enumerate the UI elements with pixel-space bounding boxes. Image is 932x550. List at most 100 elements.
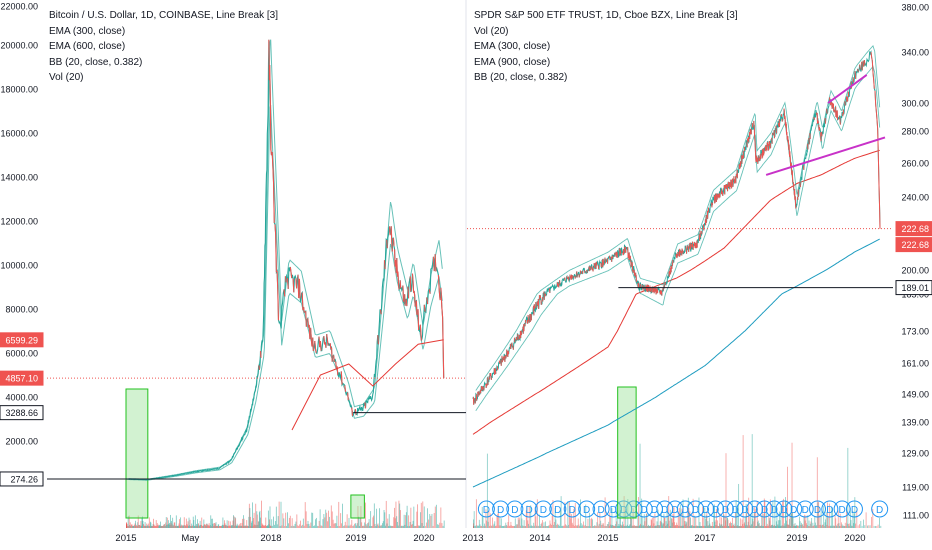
dividend-marker[interactable] [534, 500, 552, 518]
spy-volume-bar [841, 522, 842, 528]
dividend-marker[interactable] [871, 500, 889, 518]
dividend-marker[interactable] [746, 500, 764, 518]
dividend-marker[interactable] [549, 500, 567, 518]
spy-volume-bar [519, 525, 521, 528]
btc-volume-bar [301, 525, 302, 528]
spy-volume-bar [598, 523, 600, 528]
btc-price-line [125, 39, 445, 481]
spy-volume-bar [487, 521, 489, 528]
spy-volume-bar [763, 513, 765, 528]
spy-volume-bar [856, 509, 858, 528]
spy-volume-bar [643, 525, 645, 528]
btc-down-segment [297, 274, 300, 299]
btc-volume-bar [167, 520, 169, 528]
dividend-marker[interactable] [592, 500, 610, 518]
btc-volume-bar [424, 525, 426, 528]
dividend-marker[interactable] [625, 500, 643, 518]
dividend-marker[interactable] [645, 500, 663, 518]
spy-volume-bar [861, 525, 863, 528]
spy-volume-bar [770, 525, 772, 528]
dividend-marker[interactable] [755, 500, 773, 518]
btc-down-segment [318, 336, 321, 348]
btc-down-segment [330, 347, 333, 362]
dividend-marker[interactable] [726, 500, 744, 518]
btc-volume-bar [149, 525, 151, 528]
spy-volume-bar [780, 525, 782, 528]
spy-panel[interactable]: 380.00 340.00 300.00 280.00 260.00 240.00 200.… [462, 3, 932, 545]
dividend-marker[interactable] [736, 500, 754, 518]
spy-volume-bar [497, 513, 499, 528]
dividend-marker[interactable] [492, 500, 510, 518]
dividend-marker[interactable] [506, 500, 524, 518]
dividend-marker[interactable] [563, 500, 581, 518]
dividend-marker[interactable] [785, 500, 803, 518]
spy-volume-bar [696, 525, 698, 528]
btc-volume-bar [230, 525, 232, 528]
btc-volume-bar [240, 525, 242, 528]
dividend-marker[interactable] [697, 500, 715, 518]
spy-volume-bar [828, 503, 830, 528]
dividend-marker[interactable] [656, 500, 674, 518]
spy-trendline[interactable] [765, 136, 886, 176]
spy-volume-bar [489, 525, 491, 528]
spy-volume-bar [722, 525, 724, 528]
spy-volume-bar [603, 525, 605, 528]
btc-volume-bar [395, 501, 397, 528]
btc-price-label-bg [0, 405, 44, 421]
btc-volume-bar [423, 525, 424, 528]
spy-volume-bar [594, 525, 596, 528]
btc-volume-bar [142, 520, 144, 528]
btc-volume-bar [231, 525, 233, 528]
btc-volume-bar [198, 525, 200, 528]
spy-volume-bar [661, 525, 663, 528]
spy-volume-bar [639, 525, 640, 528]
btc-volume-bar [201, 517, 203, 528]
spy-volume-bar [642, 524, 644, 528]
spy-volume-bar [712, 525, 714, 528]
btc-y-tick-label: 6000.00 [5, 349, 38, 359]
btc-y-tick-label: 10000.00 [0, 261, 38, 271]
dividend-marker[interactable] [821, 500, 839, 518]
spy-volume-bar [608, 521, 610, 528]
dividend-marker[interactable] [707, 500, 725, 518]
dividend-marker[interactable] [687, 500, 705, 518]
spy-volume-bar [784, 525, 786, 528]
spy-volume-bar [522, 525, 524, 528]
spy-volume-bar [847, 447, 849, 528]
spy-trendline[interactable] [827, 74, 868, 104]
spy-y-tick-label: 129.00 [901, 449, 929, 459]
btc-volume-bar [137, 522, 139, 528]
btc-volume-bar [155, 520, 157, 528]
btc-volume-bar [213, 522, 215, 528]
dividend-marker[interactable] [809, 500, 827, 518]
spy-volume-bar [728, 525, 730, 528]
spy-volume-bar [752, 518, 754, 528]
spy-volume-bar [718, 523, 720, 528]
dividend-marker[interactable] [578, 500, 596, 518]
btc-volume-bar [425, 522, 427, 528]
btc-volume-bar [296, 514, 298, 528]
dividend-marker[interactable] [716, 500, 734, 518]
dividend-marker[interactable] [796, 500, 814, 518]
dividend-marker[interactable] [666, 500, 684, 518]
dividend-marker-label: D [610, 505, 617, 516]
btc-volume-bar [149, 521, 151, 528]
btc-panel[interactable]: 22000.00 20000.00 18000.00 16000.00 14000.00… [0, 0, 467, 544]
dividend-marker[interactable] [775, 500, 793, 518]
dividend-marker[interactable] [833, 500, 851, 518]
dividend-marker[interactable] [604, 500, 622, 518]
spy-volume-bar [710, 525, 712, 528]
dividend-marker[interactable] [477, 500, 495, 518]
btc-volume-bar [134, 524, 135, 528]
btc-volume-bar [223, 524, 225, 528]
dividend-marker[interactable] [845, 500, 863, 518]
dividend-marker[interactable] [520, 500, 538, 518]
dividend-marker[interactable] [765, 500, 783, 518]
btc-volume-bar [185, 518, 187, 528]
spy-volume-bar [826, 524, 828, 528]
btc-volume-bar [389, 525, 391, 528]
dividend-marker[interactable] [615, 500, 633, 518]
btc-volume-bar [398, 500, 400, 528]
dividend-marker[interactable] [676, 500, 694, 518]
